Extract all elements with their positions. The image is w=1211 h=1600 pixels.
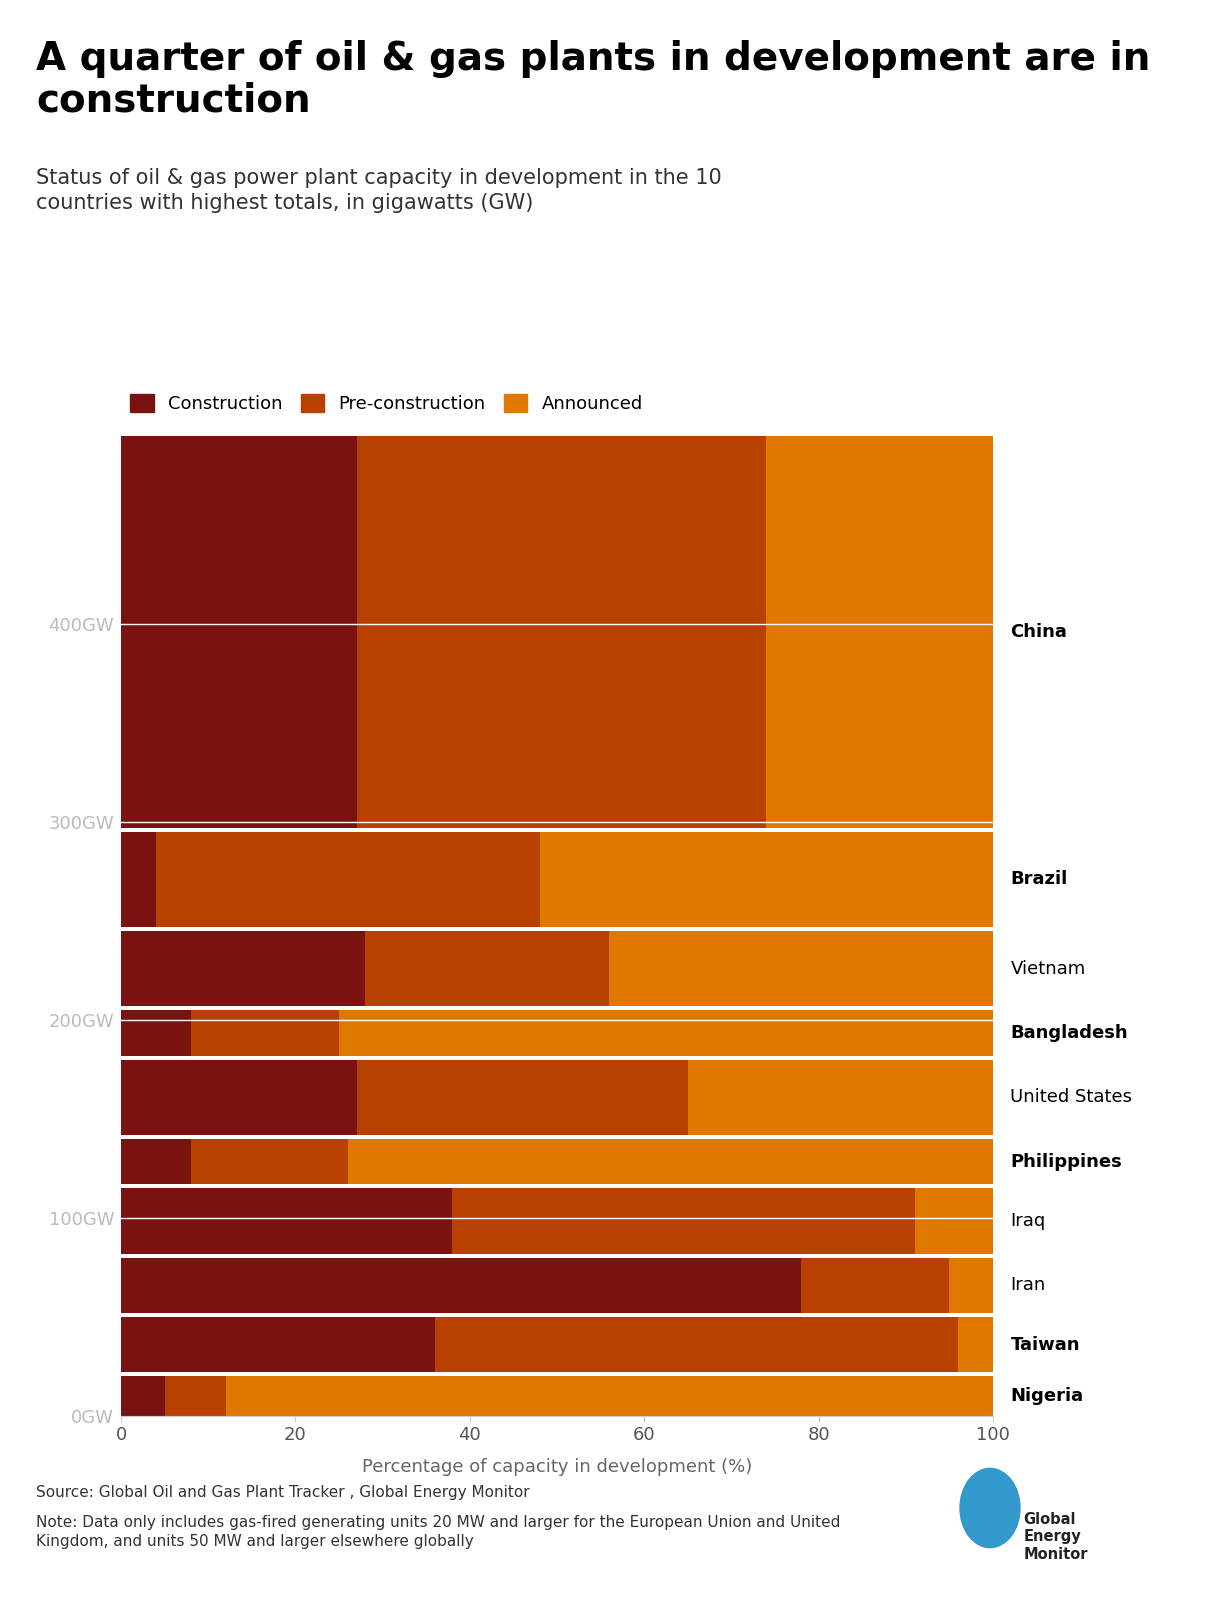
Text: Global
Energy
Monitor: Global Energy Monitor — [1023, 1512, 1087, 1562]
Bar — [339, 1010, 993, 1056]
Text: Iraq: Iraq — [1010, 1211, 1046, 1230]
Bar — [121, 1139, 191, 1184]
Bar — [914, 1189, 993, 1254]
Bar — [767, 435, 993, 827]
Bar — [540, 832, 993, 926]
Bar — [366, 931, 609, 1006]
Bar — [802, 1258, 949, 1314]
Bar — [121, 1376, 165, 1416]
Bar — [121, 931, 366, 1006]
Bar — [225, 1376, 993, 1416]
Circle shape — [960, 1469, 1020, 1547]
Bar — [348, 1139, 993, 1184]
Bar — [435, 1317, 958, 1373]
Text: Taiwan: Taiwan — [1010, 1336, 1080, 1354]
Bar — [121, 435, 356, 827]
Text: China: China — [1010, 622, 1067, 642]
Bar — [121, 1059, 356, 1134]
Text: Brazil: Brazil — [1010, 870, 1068, 888]
Text: United States: United States — [1010, 1088, 1132, 1106]
Text: Note: Data only includes gas-fired generating units 20 MW and larger for the Eur: Note: Data only includes gas-fired gener… — [36, 1515, 840, 1549]
Bar — [688, 1059, 993, 1134]
Bar — [356, 1059, 688, 1134]
Bar — [453, 1189, 914, 1254]
Bar — [121, 1258, 802, 1314]
Text: Bangladesh: Bangladesh — [1010, 1024, 1129, 1042]
Bar — [356, 435, 767, 827]
Bar — [165, 1376, 225, 1416]
Text: A quarter of oil & gas plants in development are in
construction: A quarter of oil & gas plants in develop… — [36, 40, 1150, 118]
Text: Vietnam: Vietnam — [1010, 960, 1086, 978]
Bar — [121, 1317, 435, 1373]
Text: Nigeria: Nigeria — [1010, 1387, 1084, 1405]
Bar — [121, 1010, 191, 1056]
Bar — [609, 931, 993, 1006]
Legend: Construction, Pre-construction, Announced: Construction, Pre-construction, Announce… — [130, 394, 643, 413]
Bar — [191, 1010, 339, 1056]
Text: Iran: Iran — [1010, 1277, 1046, 1294]
Text: Source: Global Oil and Gas Plant Tracker , Global Energy Monitor: Source: Global Oil and Gas Plant Tracker… — [36, 1485, 530, 1499]
Bar — [121, 1189, 453, 1254]
Text: Status of oil & gas power plant capacity in development in the 10
countries with: Status of oil & gas power plant capacity… — [36, 168, 722, 213]
Bar — [191, 1139, 348, 1184]
X-axis label: Percentage of capacity in development (%): Percentage of capacity in development (%… — [362, 1458, 752, 1477]
Bar — [156, 832, 540, 926]
Bar — [121, 832, 156, 926]
Text: Philippines: Philippines — [1010, 1152, 1123, 1171]
Bar — [958, 1317, 993, 1373]
Bar — [949, 1258, 993, 1314]
